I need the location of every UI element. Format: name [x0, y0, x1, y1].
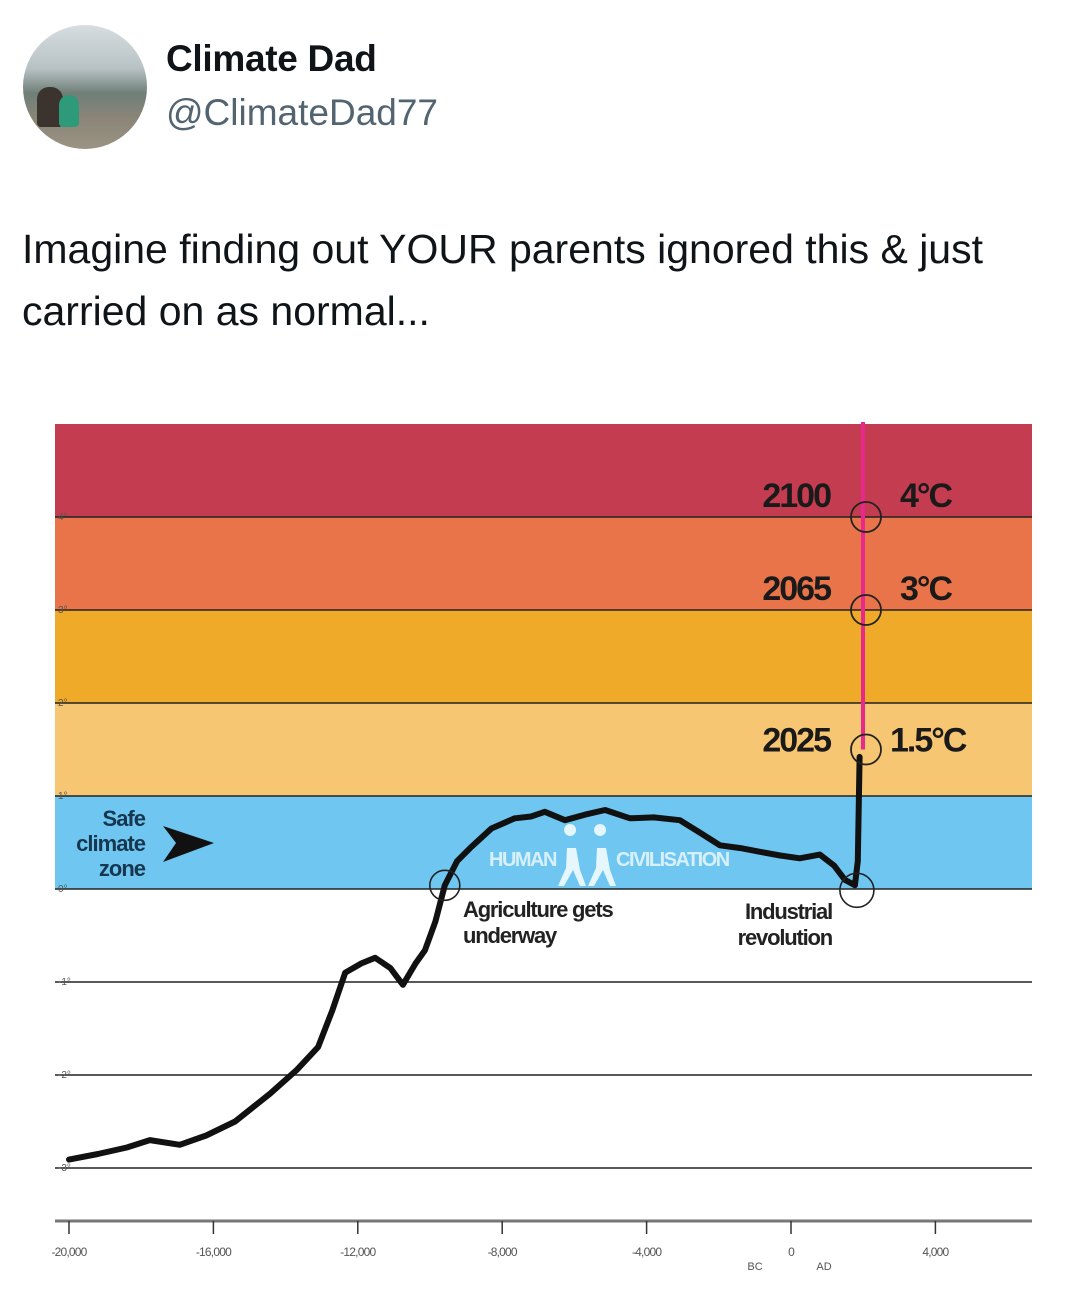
milestone-circle — [850, 501, 882, 533]
arrow-icon — [163, 826, 214, 862]
y-tick-label: 3° — [58, 605, 68, 616]
climate-chart: 4° 3° 2° 1° 0° -1° -2° -3° -20,000 -16,000 -12,000… — [51, 422, 1032, 1273]
temperature-curve — [66, 753, 863, 1163]
x-tick-label: -12,000 — [340, 1245, 376, 1259]
milestone-temp: 3°C — [900, 570, 953, 608]
tweet-text: Imagine finding out YOUR parents ignored… — [22, 226, 983, 334]
author-name[interactable]: Climate Dad — [166, 38, 377, 79]
safe-zone-label: climate — [76, 831, 146, 856]
agriculture-circle — [429, 869, 461, 902]
y-tick-label: 0° — [58, 884, 68, 895]
temperature-band — [55, 703, 1032, 796]
x-tick-label: -8,000 — [488, 1245, 518, 1259]
temperature-band — [55, 517, 1032, 610]
walking-person-icon — [558, 824, 586, 886]
temperature-band — [55, 610, 1032, 703]
y-tick-label: -3° — [58, 1163, 71, 1174]
ad-label: AD — [816, 1261, 831, 1273]
avatar[interactable] — [23, 25, 147, 149]
walking-person-icon — [588, 824, 616, 886]
author-handle[interactable]: @ClimateDad77 — [166, 92, 439, 133]
industrial-label: revolution — [738, 925, 833, 950]
agriculture-label: underway — [463, 923, 558, 948]
x-tick-label: 0 — [788, 1245, 795, 1259]
x-tick-label: -4,000 — [632, 1245, 662, 1259]
y-tick-label: 1° — [58, 791, 68, 802]
safe-zone-label: Safe — [103, 806, 146, 831]
agriculture-label: Agriculture gets — [463, 897, 613, 922]
bc-label: BC — [747, 1261, 762, 1273]
milestone-temp: 1.5°C — [890, 722, 967, 760]
human-label: HUMAN — [489, 849, 557, 871]
industrial-circle — [839, 872, 875, 909]
y-tick-label: 2° — [58, 698, 68, 709]
safe-zone-label: zone — [99, 856, 146, 881]
industrial-label: Industrial — [745, 899, 832, 924]
milestone-year: 2025 — [762, 722, 831, 760]
y-tick-label: 4° — [58, 512, 68, 523]
milestone-year: 2100 — [762, 477, 831, 515]
civilisation-label: CIVILISATION — [616, 849, 730, 871]
milestone-temp: 4°C — [900, 477, 953, 515]
y-tick-label: -2° — [58, 1070, 71, 1081]
x-tick-label: 4,000 — [922, 1245, 949, 1259]
milestone-circle — [850, 594, 882, 626]
temperature-band — [55, 424, 1032, 517]
milestone-circle — [850, 733, 882, 766]
x-tick-label: -20,000 — [51, 1245, 87, 1259]
x-tick-label: -16,000 — [196, 1245, 232, 1259]
y-tick-label: -1° — [58, 977, 71, 988]
milestone-year: 2065 — [762, 570, 831, 608]
